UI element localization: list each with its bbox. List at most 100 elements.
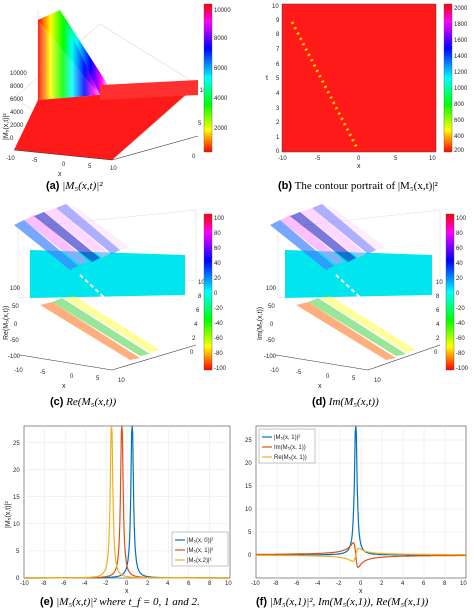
a-ttick-2: 10 [200, 88, 207, 94]
caption-f-tag: (f) [256, 596, 267, 608]
f-ytick-5: 25 [245, 438, 252, 444]
c-cbar-3: 40 [214, 261, 221, 267]
b-ytick-3: 3 [276, 106, 280, 112]
c-cbar-1: 80 [214, 231, 221, 237]
c-cbar-6: -20 [214, 306, 223, 312]
b-xlabel: x [357, 163, 361, 170]
c-xtick-1: -5 [40, 370, 46, 376]
panel-b-colorbar: 2000 1800 1600 1400 1200 1000 800 600 40… [443, 3, 468, 154]
d-ttick-5: 10 [436, 280, 443, 286]
d-cbar-2: 60 [456, 246, 463, 252]
b-ytick-8: 8 [276, 32, 280, 38]
a-cbar-4: 2000 [214, 126, 228, 132]
a-xtick-2: 0 [62, 162, 66, 168]
panel-d-surface-plot: 100 50 0 -50 -100 Im(M₅(x,t)) -10 -5 0 5… [257, 204, 443, 390]
b-xtick-3: 5 [394, 156, 398, 162]
c-ttick-3: 6 [196, 308, 200, 314]
c-ztick-1: 50 [12, 304, 19, 310]
e-xtick-3: -4 [82, 581, 88, 587]
c-cbar-9: -80 [214, 351, 223, 357]
d-cbar-7: -40 [456, 321, 465, 327]
panel-d-colorbar: 100 80 60 40 20 0 -20 -40 -60 -80 -100 [445, 213, 469, 372]
d-xlabel: x [318, 383, 322, 390]
d-cbar-1: 80 [456, 231, 463, 237]
c-cbar-10: -100 [214, 366, 227, 372]
b-ytick-1: 1 [276, 135, 280, 141]
c-ttick-0: 0 [190, 350, 194, 356]
e-legend-2: |M₅(x,2)|² [187, 558, 212, 564]
f-ytick-0: 0 [248, 553, 252, 559]
b-ytick-7: 7 [276, 47, 280, 53]
c-cbar-7: -40 [214, 321, 223, 327]
caption-b-tag: (b) [278, 180, 293, 192]
f-xtick-0: -10 [251, 581, 260, 587]
caption-a-tag: (a) [46, 180, 60, 192]
f-series-2-line [256, 547, 466, 563]
d-ttick-0: 0 [434, 350, 438, 356]
c-ztick-2: 0 [14, 322, 18, 328]
caption-c-text: Re(M₅(x,t)) [66, 396, 117, 408]
e-ytick-0: 0 [16, 576, 20, 582]
c-cbar-2: 60 [214, 246, 221, 252]
f-xtick-2: -6 [294, 581, 300, 587]
d-ttick-2: 4 [436, 322, 440, 328]
e-legend: |M₅(x, 0)|² |M₅(x, 1)|² |M₅(x,2)|² [171, 531, 229, 567]
c-ztick-4: -100 [8, 354, 21, 360]
d-cbar-0: 100 [456, 216, 467, 222]
a-zlabel: |M₅(x,t)|² [3, 113, 10, 140]
panel-a-colorbar: 10000 8000 6000 4000 2000 [203, 3, 231, 153]
f-xtick-10: 10 [460, 581, 467, 587]
e-ytick-5: 25 [13, 441, 20, 447]
a-ztick-2: 4000 [10, 110, 24, 116]
f-legend-0: |M₅(x, 1)|² [274, 435, 300, 441]
e-xtick-9: 8 [208, 581, 212, 587]
caption-e-text: |M₅(x,t)|² where t_f = 0, 1 and 2. [56, 596, 200, 608]
f-xtick-6: 2 [380, 581, 384, 587]
e-ytick-3: 15 [13, 495, 20, 501]
e-xtick-6: 2 [146, 581, 150, 587]
f-xlabel: x [359, 588, 363, 595]
e-legend-0: |M₅(x, 0)|² [187, 538, 213, 544]
f-ytick-3: 15 [245, 484, 252, 490]
b-cbar-7: 600 [454, 118, 465, 124]
c-ttick-1: 2 [192, 336, 196, 342]
b-ytick-10: 10 [272, 4, 279, 10]
caption-e: (e) |M₅(x,t)|² where t_f = 0, 1 and 2. [40, 596, 200, 608]
b-cbar-2: 1600 [454, 38, 468, 44]
caption-d-text: Im(M₅(x,t)) [328, 396, 379, 408]
a-cbar-2: 6000 [214, 66, 228, 72]
d-cbar-8: -60 [456, 336, 465, 342]
d-cbar-10: -100 [456, 366, 469, 372]
e-xtick-8: 6 [187, 581, 191, 587]
e-ylabel: |M₅(x,t)|² [5, 501, 12, 528]
b-cbar-5: 1000 [454, 86, 468, 92]
d-xtick-2: 0 [326, 374, 330, 380]
panel-e-line-plot: 0 5 10 15 20 25 |M₅(x,t)|² -10 -8 -6 -4 … [5, 425, 232, 595]
c-xtick-4: 10 [118, 378, 125, 384]
c-cbar-8: -60 [214, 336, 223, 342]
d-cbar-9: -80 [456, 351, 465, 357]
b-cbar-6: 800 [454, 102, 465, 108]
c-xtick-3: 5 [96, 376, 100, 382]
d-xtick-0: -10 [270, 368, 279, 374]
c-ztick-3: -50 [10, 338, 19, 344]
b-ytick-0: 0 [276, 149, 280, 155]
d-ztick-1: 50 [268, 304, 275, 310]
f-series-1-line [256, 542, 466, 568]
caption-e-tag: (e) [40, 596, 54, 608]
panel-c-surface-plot: 100 50 0 -50 -100 Re(M₅(x,t)) -10 -5 0 5… [3, 204, 205, 390]
c-stripes [14, 204, 130, 270]
d-ttick-4: 8 [436, 294, 440, 300]
e-xtick-10: 10 [225, 581, 232, 587]
c-xtick-2: 0 [70, 374, 74, 380]
b-xtick-1: -5 [315, 156, 321, 162]
caption-c-tag: (c) [50, 396, 64, 408]
a-xtick-4: 10 [110, 166, 117, 172]
e-ytick-2: 10 [13, 522, 20, 528]
b-cbar-0: 2000 [454, 6, 468, 12]
d-ztick-2: 0 [270, 322, 274, 328]
c-xlabel: x [62, 383, 66, 390]
a-cbar-1: 8000 [214, 36, 228, 42]
panel-c-colorbar: 100 80 60 40 20 0 -20 -40 -60 -80 -100 [203, 213, 227, 372]
f-ytick-4: 20 [245, 461, 252, 467]
